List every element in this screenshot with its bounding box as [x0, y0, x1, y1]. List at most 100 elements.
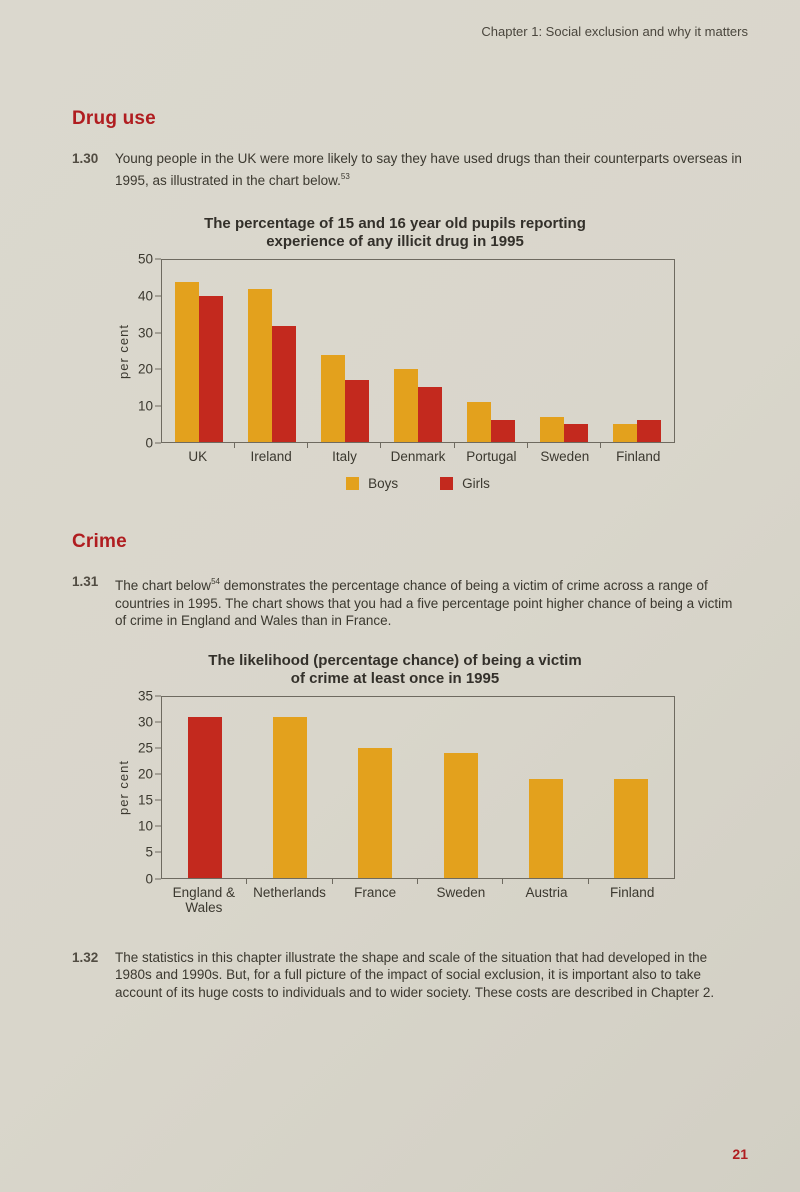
y-tick-mark — [155, 332, 161, 334]
crime-chart: The likelihood (percentage chance) of be… — [115, 652, 745, 915]
y-tick-mark — [155, 825, 161, 827]
bar-sweden-boys — [540, 416, 565, 442]
bar-denmark-girls — [417, 387, 442, 442]
x-axis-label: Netherlands — [253, 884, 326, 900]
bar-sweden — [443, 753, 478, 878]
category-slot — [601, 260, 674, 442]
paragraph-number: 1.32 — [72, 949, 99, 965]
x-tick-mark — [453, 442, 455, 448]
bar-italy-girls — [344, 380, 369, 442]
paragraph-text: The statistics in this chapter illustrat… — [115, 949, 745, 1002]
footnote-ref-53: 53 — [340, 171, 350, 181]
x-tick-mark — [307, 442, 309, 448]
x-axis-label: UK — [188, 449, 208, 464]
y-tick-label: 20 — [137, 766, 153, 782]
y-tick-mark — [155, 295, 161, 297]
y-tick-mark — [155, 878, 161, 879]
x-axis-label: Denmark — [390, 449, 446, 464]
category-slot — [455, 260, 528, 448]
drug-use-chart: The percentage of 15 and 16 year old pup… — [115, 215, 745, 491]
bar-uk-girls — [198, 296, 223, 442]
x-axis-labels: UK Ireland Italy Denmark Portugal Sweden Finla… — [161, 449, 675, 464]
y-tick-label: 50 — [137, 251, 153, 267]
x-axis-label: Italy — [332, 449, 357, 464]
y-tick-label: 35 — [137, 688, 153, 703]
bar-finland — [614, 779, 649, 878]
x-tick-mark — [526, 442, 528, 448]
bar-portugal-boys — [467, 401, 492, 442]
y-tick-mark — [155, 747, 161, 749]
y-tick-label: 25 — [137, 740, 153, 756]
x-axis-labels: England & Wales Netherlands France Sweden Au… — [161, 885, 675, 915]
chart-title-line: of crime at least once in 1995 — [290, 669, 500, 687]
y-tick-mark — [155, 368, 161, 370]
y-tick-label: 40 — [137, 288, 153, 304]
category-slot — [381, 260, 455, 448]
x-axis-label: Ireland — [250, 449, 292, 464]
bar-uk-boys — [174, 281, 199, 442]
y-tick-mark — [155, 773, 161, 775]
y-tick-mark — [155, 405, 161, 407]
paragraph-1-32: 1.32 The statistics in this chapter illu… — [72, 949, 745, 1002]
chart-grid: per cent 0 5 10 15 20 25 30 35 — [115, 688, 745, 886]
chapter-header: Chapter 1: Social exclusion and why it m… — [481, 24, 748, 39]
chart-title: The likelihood (percentage chance) of be… — [115, 652, 675, 688]
y-axis-label: per cent — [115, 759, 131, 815]
x-axis-label: England & Wales — [172, 884, 235, 915]
category-slot — [247, 697, 333, 884]
category-slot — [162, 260, 236, 448]
paragraph-1-30: 1.30 Young people in the UK were more li… — [72, 150, 745, 189]
bar-ireland-girls — [271, 325, 296, 442]
category-slot — [308, 260, 382, 448]
chart-title-line: The percentage of 15 and 16 year old pup… — [204, 215, 586, 232]
y-tick-label: 15 — [137, 792, 153, 808]
section-heading-crime: Crime — [72, 531, 127, 552]
category-slot — [503, 697, 589, 884]
chart-legend: Boys Girls — [161, 476, 675, 491]
page-number: 21 — [732, 1146, 748, 1162]
x-axis-label: Austria — [525, 884, 568, 900]
page-content: Drug use 1.30 Young people in the UK wer… — [72, 108, 745, 1002]
y-axis: 0 10 20 30 40 50 — [131, 252, 161, 451]
bar-sweden-girls — [564, 423, 589, 442]
x-axis-label: Finland — [610, 884, 655, 900]
x-tick-mark — [416, 877, 418, 884]
paragraph-text-span: demonstrates the percentage chance of be… — [115, 578, 733, 628]
legend-item-girls: Girls — [440, 476, 490, 491]
paragraph-number: 1.30 — [72, 151, 99, 166]
bar-italy-boys — [320, 354, 345, 442]
y-tick-label: 30 — [137, 714, 153, 730]
y-tick-mark — [155, 721, 161, 723]
y-tick-label: 10 — [137, 398, 153, 414]
y-axis-label: per cent — [115, 323, 131, 379]
category-slot — [235, 260, 309, 448]
x-tick-mark — [246, 877, 248, 884]
paragraph-text-span: The chart below — [115, 578, 212, 593]
category-slot — [528, 260, 601, 448]
y-tick-label: 10 — [137, 818, 153, 834]
chart-title-line: The likelihood (percentage chance) of be… — [208, 651, 582, 669]
plot-area — [161, 259, 675, 448]
legend-item-boys: Boys — [346, 476, 398, 491]
y-tick-mark — [155, 442, 161, 444]
paragraph-number: 1.31 — [72, 574, 99, 589]
category-slot — [418, 697, 504, 884]
bar-ireland-boys — [247, 289, 272, 442]
paragraph-text-span: The statistics in this chapter illustrat… — [115, 949, 715, 1000]
x-tick-mark — [599, 442, 601, 448]
paragraph-text-span: Young people in the UK were more likely … — [115, 151, 742, 188]
chart-title-line: experience of any illicit drug in 1995 — [266, 233, 524, 250]
y-tick-mark — [155, 258, 161, 260]
legend-label: Boys — [368, 476, 399, 491]
legend-swatch-icon — [346, 477, 360, 490]
paragraph-text: Young people in the UK were more likely … — [115, 150, 745, 189]
y-tick-mark — [155, 799, 161, 801]
legend-label: Girls — [462, 476, 490, 491]
bar-england-wales — [187, 717, 222, 878]
x-tick-mark — [331, 877, 333, 884]
x-tick-mark — [502, 877, 504, 884]
category-slot — [162, 697, 248, 884]
paragraph-text: The chart below54 demonstrates the perce… — [115, 573, 745, 630]
bar-austria — [528, 779, 563, 878]
